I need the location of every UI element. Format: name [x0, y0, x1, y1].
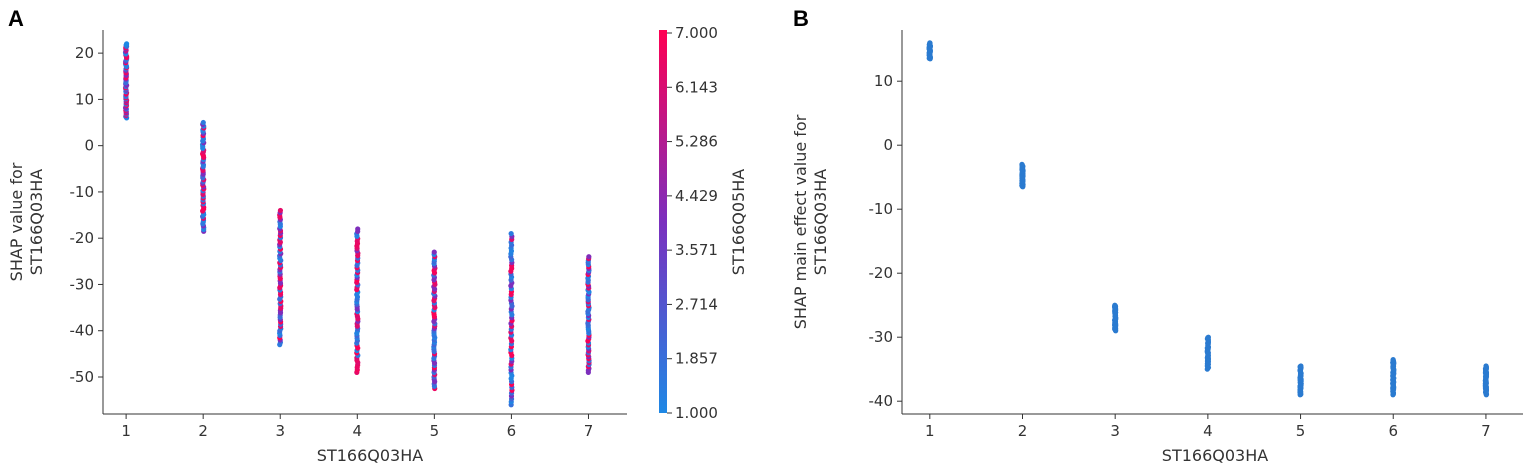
colorbar-ticks: 7.000 6.143 5.286 4.429 3.571 2.714 1.857 1.000 [667, 24, 718, 422]
panel-b-y-tick-label: -30 [869, 328, 894, 346]
panel-a-points [122, 41, 592, 408]
panel-a-y-tick-label: -10 [70, 183, 95, 201]
panel-b-point [1390, 357, 1396, 363]
panel-b-x-tick-label: 7 [1481, 422, 1491, 440]
panel-b-points [926, 40, 1490, 398]
panel-b-y-tick-label: -40 [869, 392, 894, 410]
panel-a-ylabel-line2: ST166Q03HA [27, 169, 46, 275]
colorbar [659, 30, 667, 413]
panel-a-point [277, 207, 284, 214]
colorbar-tick-label: 1.857 [675, 350, 718, 368]
panel-a-chart: 20 10 0 -10 -20 -30 -40 -50 1 2 3 4 5 6 7 [70, 30, 627, 440]
panel-b-x-tick-label: 1 [925, 422, 935, 440]
panel-a-point [355, 226, 361, 232]
panel-a-y-tick-label: -20 [70, 229, 95, 247]
panel-a-x-tick-label: 2 [198, 422, 208, 440]
panel-b-xlabel: ST166Q03HA [1162, 446, 1268, 465]
panel-a-x-tick-label: 7 [584, 422, 594, 440]
panel-b-x-tick-label: 5 [1296, 422, 1306, 440]
panel-b-chart: 10 0 -10 -20 -30 -40 1 2 3 4 5 6 7 [869, 30, 1523, 440]
panel-a-axes: 20 10 0 -10 -20 -30 -40 -50 1 2 3 4 5 6 7 [70, 30, 627, 440]
panel-b-y-tick-label: -20 [869, 264, 894, 282]
panel-b-point [1112, 302, 1118, 308]
panel-a-x-tick-label: 1 [121, 422, 131, 440]
panel-b-axes: 10 0 -10 -20 -30 -40 1 2 3 4 5 6 7 [869, 30, 1523, 440]
colorbar-tick-label: 3.571 [675, 241, 718, 259]
colorbar-tick-label: 6.143 [675, 78, 718, 96]
colorbar-tick-label: 5.286 [675, 133, 718, 151]
panel-a-y-tick-label: -40 [70, 322, 95, 340]
panel-b-letter: B [793, 6, 809, 31]
panel-a-y-tick-label: 0 [84, 137, 94, 155]
panel-a-point [508, 230, 514, 237]
panel-a-point [586, 254, 592, 260]
panel-a-point [200, 119, 206, 126]
panel-a-y-tick-label: 20 [75, 44, 94, 62]
colorbar-tick-label: 1.000 [675, 404, 718, 422]
panel-b-x-tick-label: 4 [1203, 422, 1213, 440]
panel-a-ylabel-line1: SHAP value for [7, 162, 26, 281]
panel-b-point [1483, 363, 1489, 369]
colorbar-tick-label: 4.429 [675, 187, 718, 205]
panel-a-x-tick-label: 5 [430, 422, 440, 440]
panel-a-x-tick-label: 6 [507, 422, 517, 440]
panel-a-xlabel: ST166Q03HA [317, 446, 423, 465]
panel-b-ylabel-line2: ST166Q03HA [811, 169, 830, 275]
panel-b-y-tick-label: -10 [869, 200, 894, 218]
panel-b-ylabel-line1: SHAP main effect value for [791, 114, 810, 329]
panel-b-y-tick-label: 0 [883, 136, 893, 154]
panel-b-x-tick-label: 2 [1018, 422, 1028, 440]
panel-a-y-tick-label: -50 [70, 368, 95, 386]
panel-b-y-tick-label: 10 [874, 72, 893, 90]
panel-b-point [1019, 161, 1025, 167]
colorbar-tick-label: 2.714 [675, 295, 718, 313]
panel-b-x-tick-label: 3 [1110, 422, 1120, 440]
panel-b-x-tick-label: 6 [1388, 422, 1398, 440]
colorbar-label: ST166Q05HA [729, 169, 748, 275]
panel-b-point [1205, 334, 1211, 340]
panel-a-letter: A [8, 6, 24, 31]
panel-a-point [431, 249, 437, 255]
panel-a-y-tick-label: -30 [70, 275, 95, 293]
panel-a-point [124, 41, 130, 47]
colorbar-tick-label: 7.000 [675, 24, 718, 42]
panel-a-x-tick-label: 3 [275, 422, 285, 440]
panel-b-point [927, 40, 933, 46]
panel-b-point [1298, 363, 1304, 369]
panel-a-y-tick-label: 10 [75, 90, 94, 108]
panel-a-x-tick-label: 4 [353, 422, 363, 440]
